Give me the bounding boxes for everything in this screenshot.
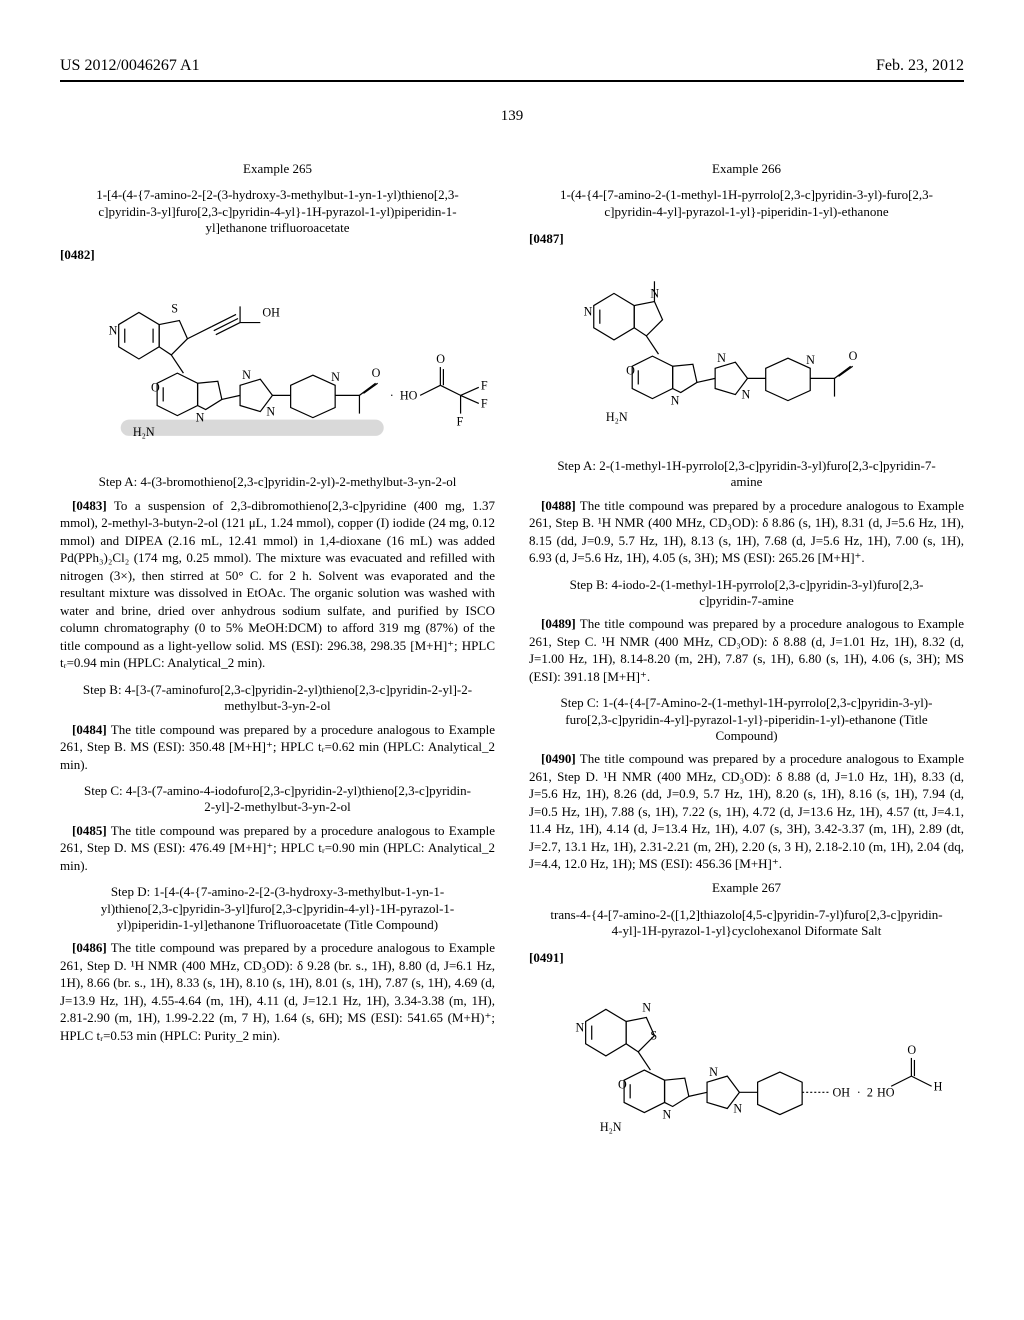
step-d-265-title: Step D: 1-[4-(4-{7-amino-2-[2-(3-hydroxy… [80, 884, 475, 933]
para-0489: [0489] The title compound was prepared b… [529, 615, 964, 685]
svg-text:N: N [584, 305, 593, 319]
svg-text:N: N [806, 354, 815, 368]
svg-text:O: O [849, 350, 858, 364]
figure-265: S N OH O N H₂N N N N O · HO O F F F [60, 274, 495, 461]
svg-text:O: O [626, 364, 635, 378]
figure-266: N N O N H₂N N N N O [529, 257, 964, 444]
step-a-265-title: Step A: 4-(3-bromothieno[2,3-c]pyridin-2… [80, 474, 475, 490]
para-num-0489: [0489] [541, 616, 576, 631]
svg-text:N: N [331, 370, 340, 384]
svg-text:2: 2 [867, 1085, 873, 1099]
svg-text:H₂N: H₂N [133, 425, 155, 439]
page-number: 139 [60, 106, 964, 126]
svg-text:N: N [717, 352, 726, 366]
para-0488-text: The title compound was prepared by a pro… [529, 498, 964, 566]
step-b-266-title: Step B: 4-iodo-2-(1-methyl-1H-pyrrolo[2,… [549, 577, 944, 610]
svg-text:N: N [709, 1065, 718, 1079]
svg-text:N: N [650, 287, 659, 301]
para-num-0482: [0482] [60, 247, 95, 262]
para-0488: [0488] The title compound was prepared b… [529, 497, 964, 567]
svg-text:N: N [242, 368, 251, 382]
svg-text:F: F [457, 414, 464, 428]
para-0485: [0485] The title compound was prepared b… [60, 822, 495, 875]
para-0486-text: The title compound was prepared by a pro… [60, 940, 495, 1043]
para-num-0484: [0484] [72, 722, 107, 737]
example-265-label: Example 265 [60, 160, 495, 178]
para-num-0488: [0488] [541, 498, 576, 513]
para-num-0491: [0491] [529, 950, 564, 965]
svg-text:N: N [266, 404, 275, 418]
para-num-0490: [0490] [541, 751, 576, 766]
para-0490: [0490] The title compound was prepared b… [529, 750, 964, 873]
patent-number: US 2012/0046267 A1 [60, 55, 200, 77]
example-266-label: Example 266 [529, 160, 964, 178]
para-0489-text: The title compound was prepared by a pro… [529, 616, 964, 684]
svg-text:O: O [907, 1042, 916, 1056]
compound-266-title: 1-(4-{4-[7-amino-2-(1-methyl-1H-pyrrolo[… [547, 187, 946, 220]
para-num-0483: [0483] [72, 498, 107, 513]
para-0490-text: The title compound was prepared by a pro… [529, 751, 964, 871]
svg-text:O: O [151, 380, 160, 394]
svg-text:O: O [372, 366, 381, 380]
svg-text:N: N [671, 394, 680, 408]
step-c-265-title: Step C: 4-[3-(7-amino-4-iodofuro[2,3-c]p… [80, 783, 475, 816]
para-0485-text: The title compound was prepared by a pro… [60, 823, 495, 873]
svg-text:F: F [481, 378, 488, 392]
patent-date: Feb. 23, 2012 [876, 55, 964, 77]
para-0483: [0483] To a suspension of 2,3-dibromothi… [60, 497, 495, 672]
page-header: US 2012/0046267 A1 Feb. 23, 2012 [60, 55, 964, 82]
figure-267: N N S O N H₂N N N OH · 2 HO O H [529, 977, 964, 1143]
para-0487: [0487] [529, 230, 964, 248]
svg-text:N: N [576, 1020, 585, 1034]
svg-text:N: N [663, 1107, 672, 1121]
svg-text:·: · [857, 1085, 861, 1099]
svg-text:HO: HO [400, 388, 418, 402]
svg-text:H: H [934, 1079, 943, 1093]
para-0482: [0482] [60, 246, 495, 264]
svg-text:O: O [436, 352, 445, 366]
para-0483-text: To a suspension of 2,3-dibromothieno[2,3… [60, 498, 495, 671]
para-num-0486: [0486] [72, 940, 107, 955]
structure-267-svg: N N S O N H₂N N N OH · 2 HO O H [529, 977, 964, 1139]
para-0484-text: The title compound was prepared by a pro… [60, 722, 495, 772]
left-column: Example 265 1-[4-(4-{7-amino-2-[2-(3-hyd… [60, 154, 495, 1157]
step-a-266-title: Step A: 2-(1-methyl-1H-pyrrolo[2,3-c]pyr… [549, 458, 944, 491]
svg-text:S: S [171, 301, 178, 315]
svg-text:N: N [109, 323, 118, 337]
example-267-label: Example 267 [529, 879, 964, 897]
para-0484: [0484] The title compound was prepared b… [60, 721, 495, 774]
svg-text:H₂N: H₂N [606, 410, 628, 424]
step-c-266-title: Step C: 1-(4-{4-[7-Amino-2-(1-methyl-1H-… [549, 695, 944, 744]
svg-text:OH: OH [832, 1085, 850, 1099]
para-0491: [0491] [529, 949, 964, 967]
svg-text:OH: OH [262, 305, 280, 319]
compound-265-title: 1-[4-(4-{7-amino-2-[2-(3-hydroxy-3-methy… [78, 187, 477, 236]
svg-text:H₂N: H₂N [600, 1119, 622, 1133]
svg-text:O: O [618, 1077, 627, 1091]
svg-text:N: N [741, 388, 750, 402]
step-b-265-title: Step B: 4-[3-(7-aminofuro[2,3-c]pyridin-… [80, 682, 475, 715]
right-column: Example 266 1-(4-{4-[7-amino-2-(1-methyl… [529, 154, 964, 1157]
svg-text:HO: HO [877, 1085, 895, 1099]
svg-text:·: · [390, 388, 394, 402]
svg-text:N: N [733, 1101, 742, 1115]
svg-text:N: N [196, 410, 205, 424]
content-columns: Example 265 1-[4-(4-{7-amino-2-[2-(3-hyd… [60, 154, 964, 1157]
svg-text:S: S [650, 1028, 657, 1042]
para-0486: [0486] The title compound was prepared b… [60, 939, 495, 1044]
structure-265-svg: S N OH O N H₂N N N N O · HO O F F F [60, 274, 495, 456]
compound-267-title: trans-4-{4-[7-amino-2-([1,2]thiazolo[4,5… [547, 907, 946, 940]
para-num-0487: [0487] [529, 231, 564, 246]
structure-266-svg: N N O N H₂N N N N O [529, 257, 964, 439]
svg-text:N: N [642, 1000, 651, 1014]
para-num-0485: [0485] [72, 823, 107, 838]
svg-text:F: F [481, 396, 488, 410]
